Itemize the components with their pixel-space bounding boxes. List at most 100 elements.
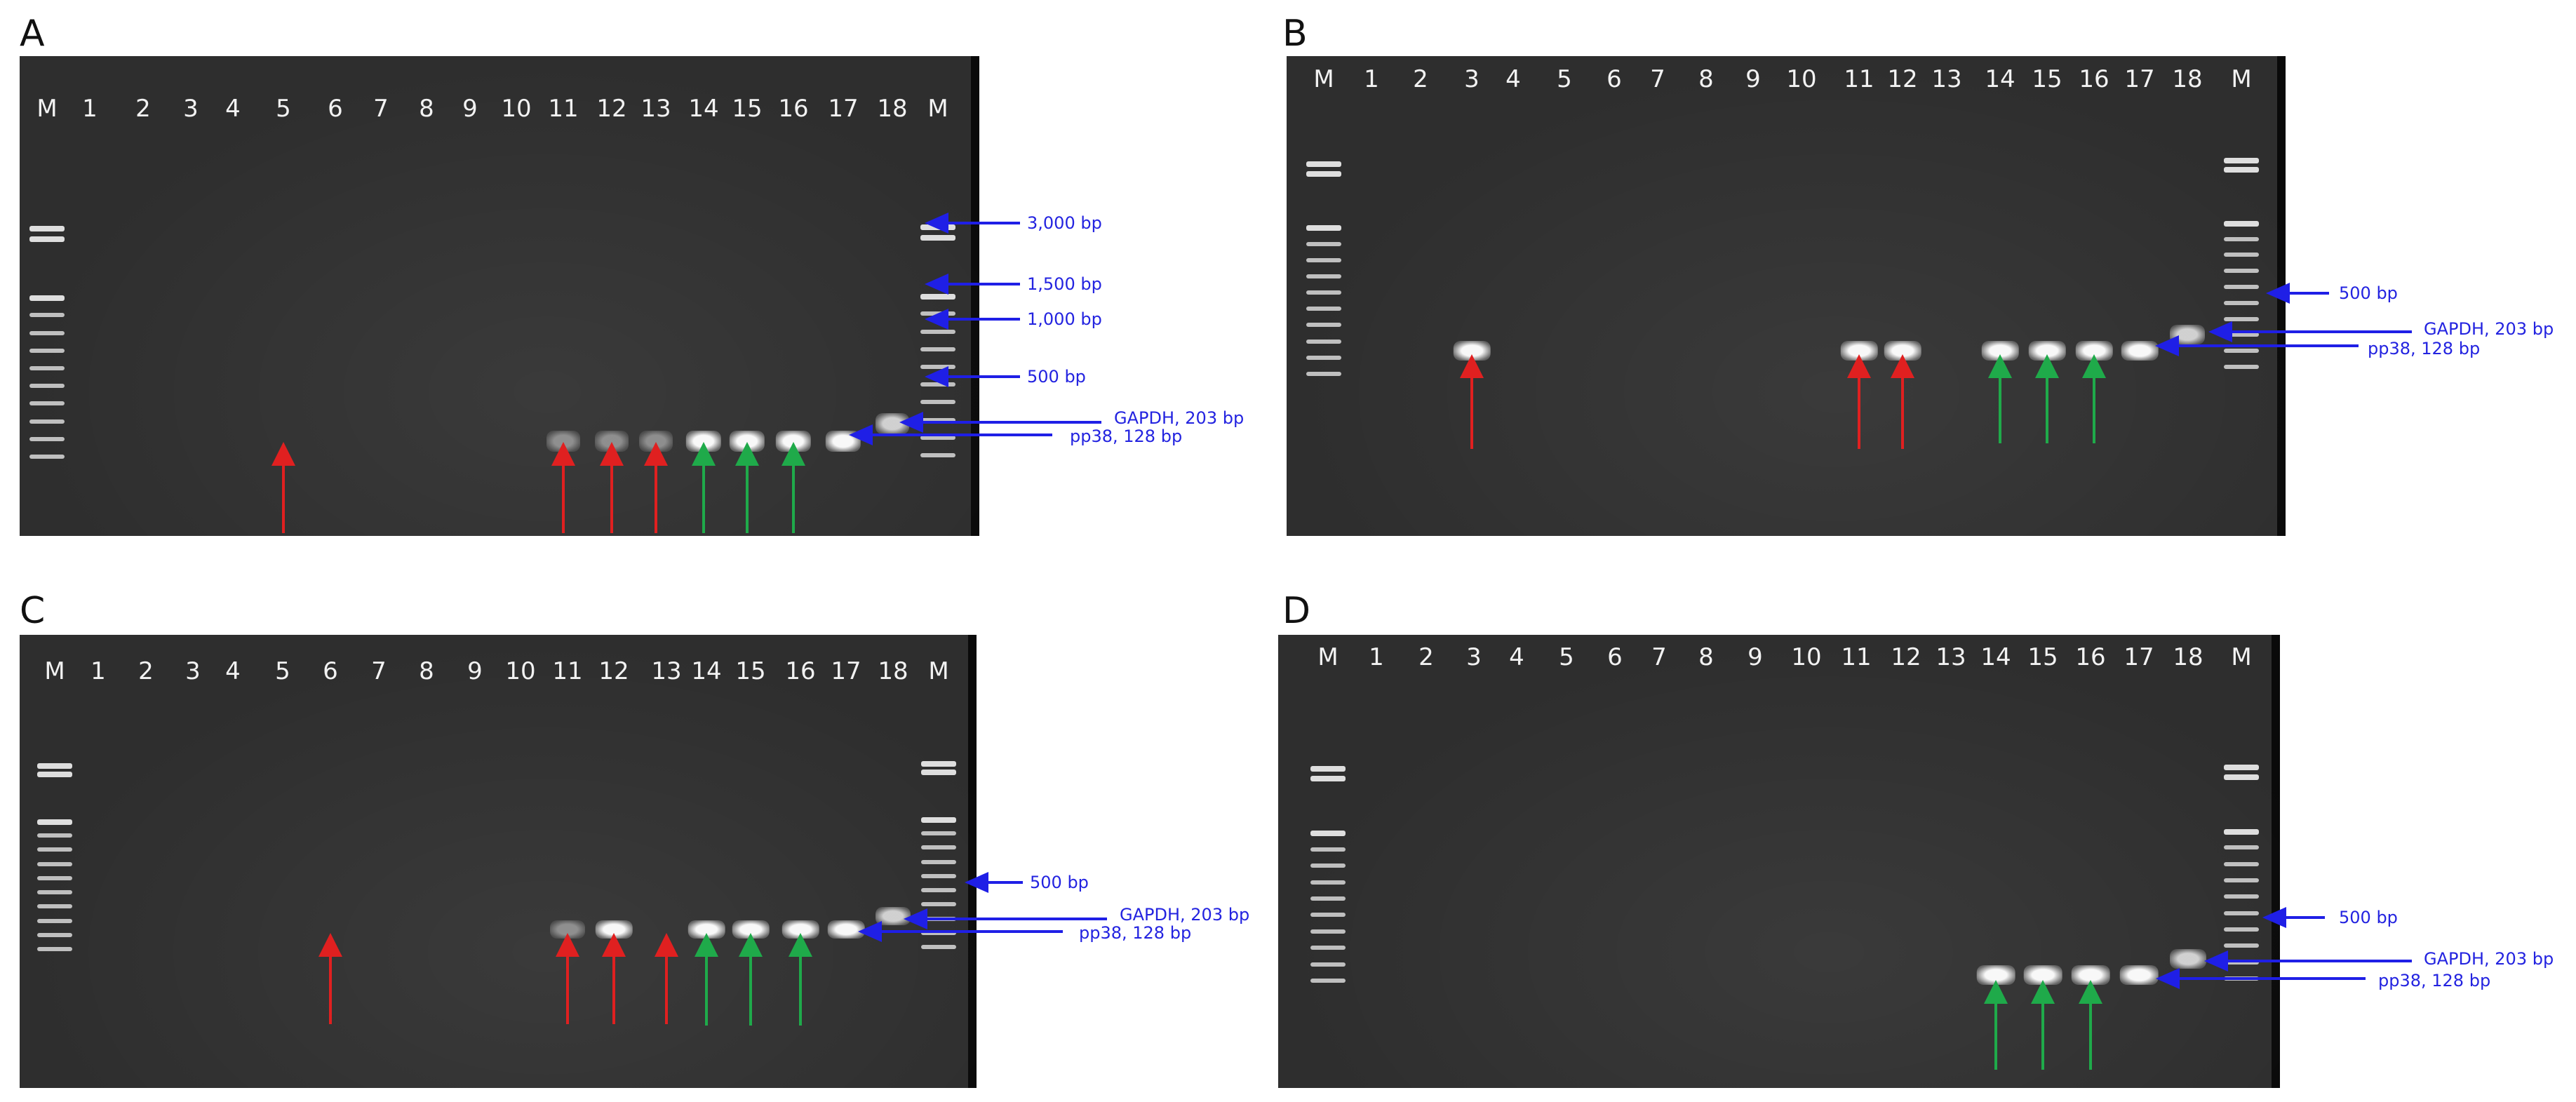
ladder-band [921,902,956,907]
lane-label: M [2231,643,2252,671]
green-arrow-icon [789,933,812,1026]
panel-letter: D [1282,590,1311,632]
lane-label: 3 [183,95,199,123]
size-marker-arrow-icon [925,309,1020,330]
panel-letter: B [1282,13,1308,55]
green-arrow-icon [735,442,759,533]
lane-label: 3 [1464,65,1480,93]
green-arrow-icon [695,933,718,1026]
ladder-band [1310,962,1346,967]
ladder-band [920,329,955,334]
ladder-band [2224,269,2259,274]
lane-label: 10 [1791,643,1822,671]
lane-label: 7 [1651,643,1667,671]
ladder-band [920,453,955,457]
ladder-band [1310,847,1346,852]
ladder-band [921,831,956,836]
ladder-band [1310,946,1346,950]
ladder-band [1306,339,1341,344]
lane-label: 7 [1650,65,1665,93]
ladder-band [1310,880,1346,885]
lane-label: 5 [1559,643,1574,671]
size-marker-arrow-icon [925,366,1020,387]
lane-label: 13 [640,95,671,123]
ladder-band [29,401,65,406]
lane-label: 14 [1985,65,2015,93]
ladder-band [2224,911,2259,915]
ladder-band [2224,349,2259,354]
lane-label: M [36,95,58,123]
pp38-label: pp38, 128 bp [2378,971,2491,990]
size-marker-arrow-icon [2262,907,2325,928]
lane-label: 11 [1841,643,1872,671]
lane-label: 1 [1369,643,1384,671]
ladder-band [29,295,65,302]
ladder-band [2224,316,2259,321]
ladder-band [1306,225,1341,231]
lane-label: 3 [1466,643,1482,671]
gapdh-arrow-icon [2204,950,2412,972]
lane-label: 12 [598,657,629,685]
gel-image: M 1 2 3 4 5 6 7 8 9 10 11 12 13 14 15 16 17 18 M [20,56,979,536]
ladder-band [1306,161,1341,167]
ladder-band [1306,372,1341,376]
green-arrow-icon [2079,980,2102,1070]
ladder-band [37,932,72,937]
ladder-band [921,817,956,823]
ladder-band [2224,285,2259,290]
ladder-band [37,890,72,895]
ladder-band [2224,861,2259,866]
marker-label-500: 500 bp [2339,283,2398,303]
ladder-band [1310,864,1346,868]
lane-label: 4 [225,95,241,123]
gapdh-label: GAPDH, 203 bp [1120,905,1250,925]
red-arrow-icon [602,933,626,1024]
lane-label: 6 [323,657,338,685]
gel-edge [968,635,977,1088]
lane-label: 5 [1557,65,1572,93]
lane-label: 18 [2173,643,2203,671]
ladder-band [921,888,956,893]
lane-label: 7 [373,95,389,123]
lane-label: 15 [732,95,763,123]
red-arrow-icon [655,933,678,1024]
lane-label: 6 [328,95,343,123]
lane-label: 12 [1891,643,1921,671]
lane-label: M [44,657,65,685]
pp38-label: pp38, 128 bp [2368,339,2481,358]
lane-label: 13 [651,657,682,685]
red-arrow-icon [1847,354,1871,449]
gel-image: M 1 2 3 4 5 6 7 8 9 10 11 12 13 14 15 16 17 18 M [1278,635,2280,1088]
lane-label: 15 [2027,643,2058,671]
lane-label: 11 [552,657,583,685]
size-marker-arrow-icon [2266,283,2329,304]
lane-label: 2 [135,95,151,123]
sample-band [827,920,865,939]
ladder-band [1306,290,1341,295]
lane-label: 4 [1509,643,1524,671]
lane-label: 5 [275,657,290,685]
lane-label: 4 [225,657,241,685]
panel-letter: A [20,13,45,55]
green-arrow-icon [692,442,716,533]
lane-label: 9 [1747,643,1763,671]
red-arrow-icon [556,933,579,1024]
red-arrow-icon [600,442,624,533]
red-arrow-icon [644,442,668,533]
ladder-band [29,330,65,335]
sample-band [2121,341,2159,361]
lane-label: 17 [831,657,861,685]
lane-label: 14 [688,95,719,123]
ladder-band [1310,831,1346,837]
ladder-band [2224,774,2259,780]
lane-label: M [1317,643,1339,671]
marker-label-1000: 1,000 bp [1027,309,1102,329]
lane-label: M [2231,65,2252,93]
gel-edge [2272,635,2280,1088]
pp38-arrow-icon [849,424,1052,445]
ladder-band [2224,943,2259,948]
lane-label: 12 [1887,65,1918,93]
lane-label: 17 [2124,65,2155,93]
